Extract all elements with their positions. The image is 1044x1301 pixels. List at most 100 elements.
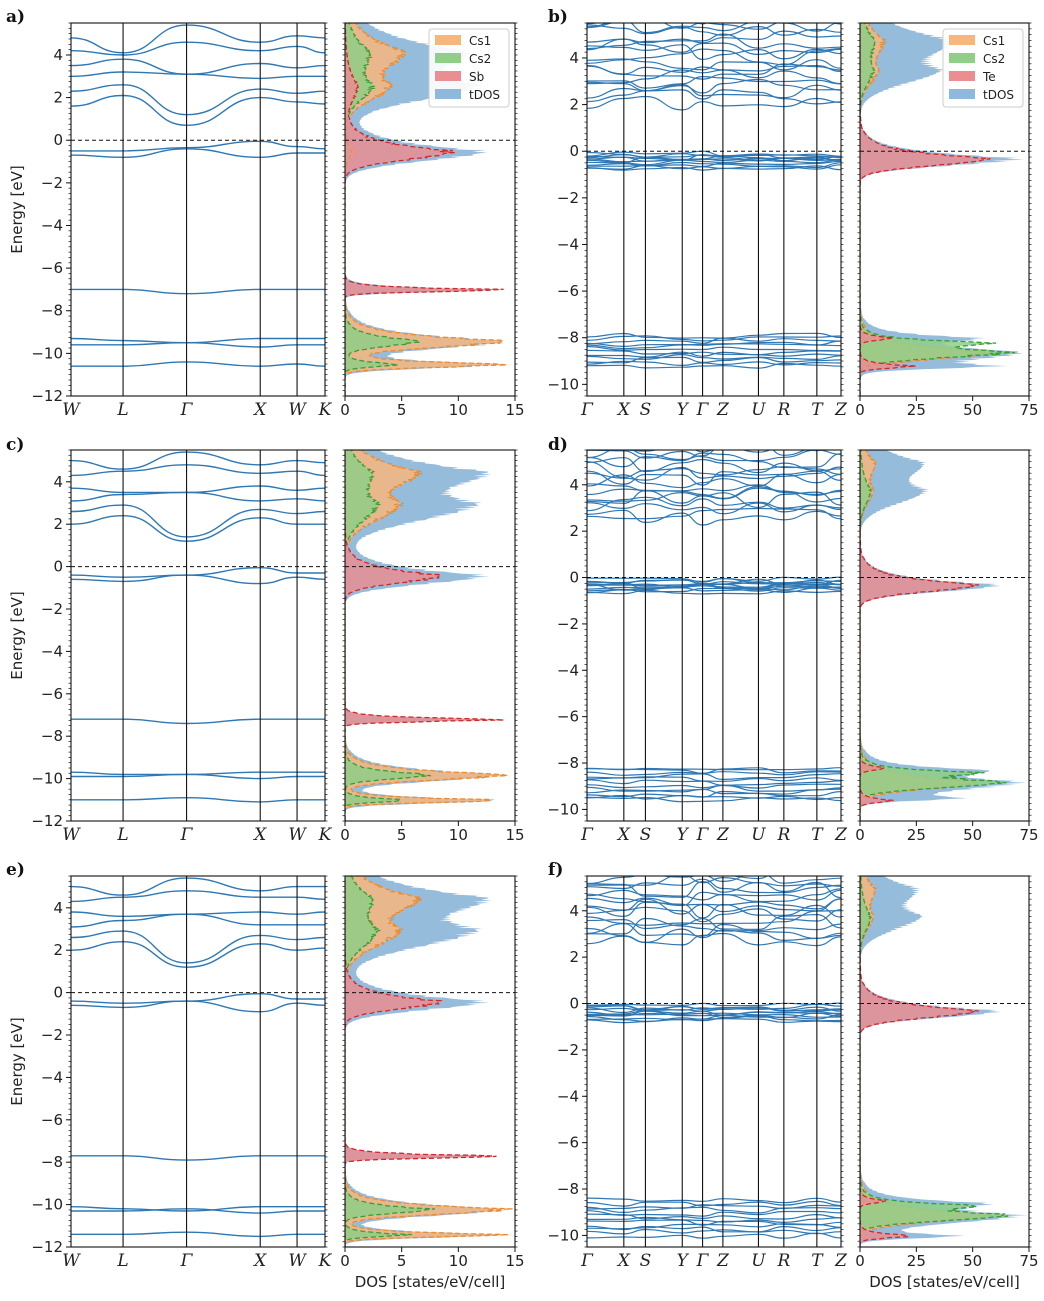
band-line [587,1216,841,1224]
legend-label: tDOS [983,88,1014,102]
kpoint-label: X [616,400,631,420]
y-tick-label: −4 [557,661,579,679]
dos-area-cs2 [860,450,1007,821]
y-tick-label: 2 [569,96,579,114]
kpoint-label: W [62,1251,81,1271]
dos-line-cs1 [345,23,507,396]
band-line [71,94,325,127]
band-line [587,876,841,887]
band-line [71,464,325,477]
legend-swatch [435,71,461,81]
band-line [587,78,841,94]
band-line [71,485,325,494]
x-tick-label: 0 [340,1252,350,1270]
band-line [71,514,325,542]
legend-label: Te [982,70,996,84]
panel-label: d) [548,435,568,455]
band-line [641,876,654,877]
x-tick-label: 15 [505,401,524,419]
band-line [71,1231,325,1238]
band-line [587,457,841,474]
x-tick-label: 10 [449,401,468,419]
band-line [71,1208,325,1214]
kpoint-label: X [616,825,631,845]
kpoint-label: L [116,825,128,845]
band-line [587,1219,841,1226]
band-line [587,889,841,907]
band-line [71,913,325,928]
band-line [587,24,841,36]
x-tick-label: 0 [340,826,350,844]
band-line [587,360,841,367]
kpoint-label: Γ [580,1251,594,1271]
dos-curves [345,450,509,821]
y-tick-label: 0 [53,131,63,149]
x-tick-label: 75 [1019,826,1038,844]
y-tick-label: −10 [31,1196,63,1214]
y-tick-label: −6 [557,708,579,726]
dos-plot-frame [344,22,516,397]
y-tick-label: −12 [31,1238,63,1256]
band-line [587,466,841,481]
y-tick-label: −2 [41,1026,63,1044]
kpoint-label: Z [834,400,848,420]
band-line [587,1200,841,1207]
band-line [587,452,841,469]
band-line [71,771,325,776]
y-tick-label: 2 [53,941,63,959]
band-line [587,927,841,943]
band-line [587,496,841,512]
y-tick-label: 0 [569,142,579,160]
kpoint-label: T [811,400,824,420]
legend-label: tDOS [469,88,500,102]
legend: Cs1 Cs2 Sb tDOS [428,28,510,108]
dos-area-cs2 [345,876,435,1247]
band-line [71,1000,325,1013]
kpoint-label: S [640,400,652,420]
band-line [587,340,841,348]
y-tick-label: 0 [569,569,579,587]
band-line [587,38,841,56]
band-line [616,450,658,452]
y-tick-label: −2 [557,615,579,633]
y-axis-title: Energy [eV] [8,591,26,679]
band-line [587,910,841,926]
x-tick-label: 25 [907,401,926,419]
band-line [587,1232,841,1239]
x-tick-label: 50 [963,826,982,844]
band-lines [71,877,325,1238]
y-tick-label: 2 [569,522,579,540]
band-line [587,1197,841,1204]
band-line [587,767,841,771]
kpoint-label: Γ [696,825,710,845]
y-axis-title: Energy [eV] [8,165,26,253]
band-line [727,876,768,880]
band-line [587,159,841,166]
legend-label: Sb [469,70,484,84]
x-tick-label: 5 [397,826,407,844]
y-tick-label: −8 [557,1180,579,1198]
kpoint-label: U [751,825,766,845]
y-tick-label: 4 [53,899,63,917]
kpoint-label: U [751,400,766,420]
y-tick-label: 0 [569,995,579,1013]
band-line [587,332,841,339]
band-line [587,1210,841,1217]
kpoint-label: K [318,825,333,845]
panel-label: c) [6,435,24,455]
y-tick-label: −8 [41,727,63,745]
x-tick-label: 0 [855,1252,865,1270]
kpoint-label: S [640,825,652,845]
y-tick-label: −4 [41,642,63,660]
dos-panel: 0 5 10 15 Cs1 Cs2 Sb tDOS [340,22,525,419]
panel-label: b) [548,7,568,27]
dos-curves [345,23,510,396]
kpoint-label: W [288,1251,307,1271]
x-tick-label: 15 [505,1252,524,1270]
kpoint-label: W [288,825,307,845]
band-line [587,343,841,350]
band-line [587,450,841,462]
x-tick-label: 75 [1019,1252,1038,1270]
